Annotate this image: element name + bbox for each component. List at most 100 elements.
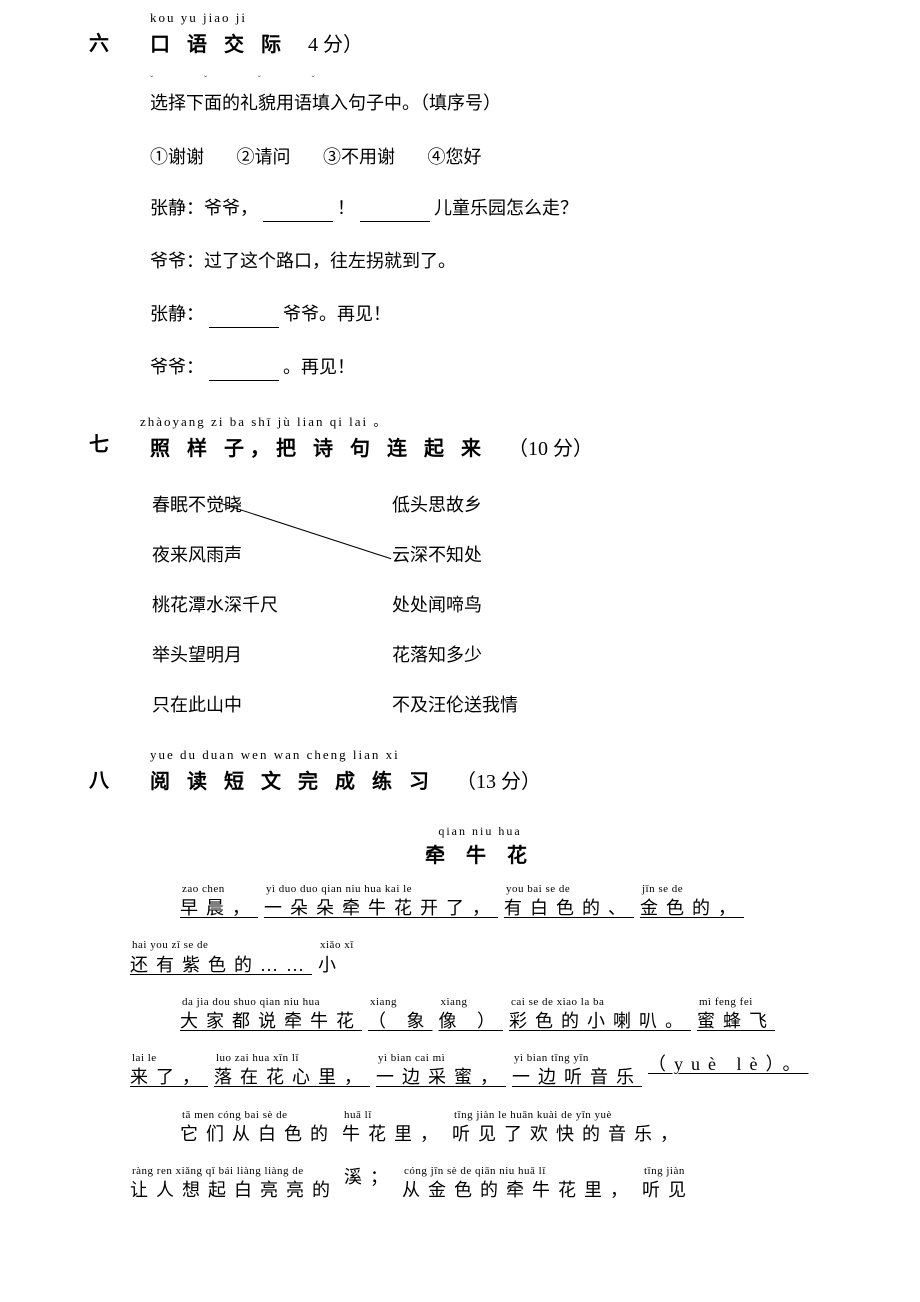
blank-1[interactable] [263,202,333,222]
reading-segment: tīng jiàn le huān kuài de yīn yuè听见了欢快的音… [452,1109,686,1147]
reading-hanzi: 大家都说牵牛花 [180,1009,362,1034]
reading-segment: （yuè lè）。 [648,1052,808,1077]
section-6-score: 4 分） [308,34,363,56]
reading-pinyin: hai you zǐ se de [130,939,312,952]
blank-2[interactable] [360,202,430,222]
reading-hanzi: 彩色的小喇叭。 [509,1009,691,1034]
match-left-item[interactable]: 桃花潭水深千尺 [152,591,392,617]
reading-pinyin: xiang [439,996,504,1009]
reading-pinyin: xiǎo xī [318,939,354,952]
option-2: ②请问 [237,147,291,167]
reading-hanzi: 早晨， [180,896,258,921]
section-6-title-text: 口 语 交 际 [150,34,287,56]
reading-hanzi: 一边听音乐 [512,1065,642,1090]
section-8: yue du duan wen wan cheng lian xi 八 阅 读 … [90,747,870,1203]
blank-4[interactable] [209,361,279,381]
reading-segment: xiǎo xī 小 [318,939,354,977]
reading-segment: xiang 像 ） [439,996,504,1034]
reading-hanzi: 一边采蜜， [376,1065,506,1090]
reading-hanzi: 听见了欢快的音乐， [452,1122,686,1147]
reading-title-pinyin: qian niu hua [90,824,870,839]
match-row: 举头望明月花落知多少 [152,641,870,667]
reading-pinyin: cóng jīn sè de qiān niu huā lǐ [402,1165,636,1178]
reading-title-wrap: qian niu hua 牵 牛 花 [90,824,870,868]
reading-segment: 溪； [344,1165,396,1190]
section-7-pinyin: zhàoyang zi ba shī jù lian qi lai 。 [90,411,870,430]
section-8-number: 八 [89,764,109,793]
match-right-item[interactable]: 云深不知处 [392,541,482,567]
reading-pinyin: tīng jiàn [642,1165,694,1178]
match-right-item[interactable]: 花落知多少 [392,641,482,667]
reading-hanzi: （yuè lè）。 [648,1052,808,1077]
reading-segment: cai se de xiao la ba彩色的小喇叭。 [509,996,691,1034]
option-4: ④您好 [428,147,482,167]
match-left-item[interactable]: 春眠不觉晓 [152,491,392,517]
reading-pinyin: yì bian tīng yīn [512,1052,642,1065]
section-6-options: ①谢谢 ②请问 ③不用谢 ④您好 [90,143,870,169]
dialogue-line-4: 爷爷： 。再见！ [90,354,870,381]
section-7-score: （10 分） [508,438,593,460]
reading-pinyin: cai se de xiao la ba [509,996,691,1009]
reading-hanzi: 溪； [344,1165,396,1190]
option-1: ①谢谢 [150,147,204,167]
reading-hanzi: 听见 [642,1178,694,1203]
reading-line: tā men cóng bai sè de它们从白色的 huā lǐ 牛花里，t… [130,1109,855,1147]
match-right-item[interactable]: 处处闻啼鸟 [392,591,482,617]
reading-hanzi: 让人想起白亮亮的 [130,1178,338,1203]
reading-hanzi: 像 ） [439,1009,504,1034]
match-left-item[interactable]: 只在此山中 [152,691,392,717]
section-8-title-text: 阅 读 短 文 完 成 练 习 [150,771,435,793]
match-row: 夜来风雨声云深不知处 [152,541,870,567]
reading-segment: mì feng fei蜜蜂飞 [697,996,775,1034]
reading-pinyin: lai le [130,1052,208,1065]
matching-exercise: 春眠不觉晓低头思故乡夜来风雨声云深不知处桃花潭水深千尺处处闻啼鸟举头望明月花落知… [90,491,870,717]
reading-line: lai le来了，luo zai hua xīn lǐ落在花心里，yì bian… [130,1052,855,1090]
reading-hanzi: 落在花心里， [214,1065,370,1090]
reading-segment: luo zai hua xīn lǐ落在花心里， [214,1052,370,1090]
option-3: ③不用谢 [323,147,395,167]
reading-hanzi: 它们从白色的 [180,1122,336,1147]
reading-hanzi: 蜜蜂飞 [697,1009,775,1034]
reading-segment: xiang（ 象 [368,996,433,1034]
match-right-item[interactable]: 不及汪伦送我情 [392,691,518,717]
reading-segment: huā lǐ 牛花里， [342,1109,446,1147]
reading-hanzi: 从金色的牵牛花里， [402,1178,636,1203]
decorative-dots: ˇ ˇ ˇ ˇ [90,75,870,86]
reading-pinyin: mì feng fei [697,996,775,1009]
section-7-title-text: 照 样 子，把 诗 句 连 起 来 [150,438,487,460]
reading-segment: yì bian tīng yīn一边听音乐 [512,1052,642,1090]
reading-segment: jīn se de金色的， [640,883,744,921]
reading-segment: yì bian cai mì一边采蜜， [376,1052,506,1090]
match-row: 桃花潭水深千尺处处闻啼鸟 [152,591,870,617]
section-6: kou yu jiao ji 六 口 语 交 际 4 分） ˇ ˇ ˇ ˇ 选择… [90,10,870,381]
reading-hanzi: 有白色的、 [504,896,634,921]
reading-pinyin: yì duo duo qian niu hua kai le [264,883,498,896]
section-8-pinyin: yue du duan wen wan cheng lian xi [90,747,870,763]
match-left-item[interactable]: 举头望明月 [152,641,392,667]
reading-hanzi: 牛花里， [342,1122,446,1147]
blank-3[interactable] [209,308,279,328]
reading-segment: lai le来了， [130,1052,208,1090]
reading-pinyin: yì bian cai mì [376,1052,506,1065]
section-7-title: 照 样 子，把 诗 句 连 起 来 （10 分） [90,432,870,461]
reading-segment: zao chen早晨， [180,883,258,921]
section-6-instruction: 选择下面的礼貌用语填入句子中。（填序号） [90,90,870,117]
reading-hanzi: 小 [318,953,354,978]
reading-title: 牵 牛 花 [90,839,870,868]
match-right-item[interactable]: 低头思故乡 [392,491,482,517]
section-7-number: 七 [89,428,109,457]
section-6-title: 口 语 交 际 4 分） [90,28,870,57]
match-left-item[interactable]: 夜来风雨声 [152,541,392,567]
section-7: zhàoyang zi ba shī jù lian qi lai 。 七 照 … [90,411,870,717]
reading-pinyin: tīng jiàn le huān kuài de yīn yuè [452,1109,686,1122]
reading-pinyin: xiang [368,996,433,1009]
reading-pinyin: luo zai hua xīn lǐ [214,1052,370,1065]
match-row: 春眠不觉晓低头思故乡 [152,491,870,517]
reading-segment: cóng jīn sè de qiān niu huā lǐ从金色的牵牛花里， [402,1165,636,1203]
reading-segment: tā men cóng bai sè de它们从白色的 [180,1109,336,1147]
reading-pinyin: tā men cóng bai sè de [180,1109,336,1122]
section-8-score: （13 分） [456,771,541,793]
reading-pinyin: zao chen [180,883,258,896]
reading-hanzi: （ 象 [368,1009,433,1034]
reading-pinyin: da jia dou shuo qian niu hua [180,996,362,1009]
